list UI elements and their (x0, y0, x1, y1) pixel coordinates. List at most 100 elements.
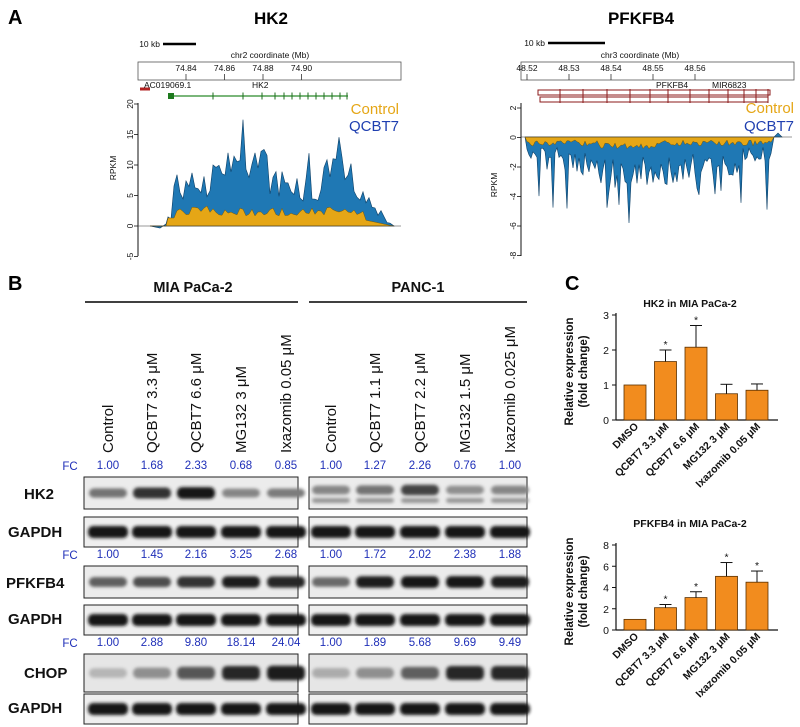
fc-value: 1.27 (364, 460, 386, 472)
fc-value: 1.88 (499, 549, 521, 561)
bar (654, 607, 677, 631)
blot-band (89, 577, 127, 587)
chart-y-tick-label: 1 (603, 380, 609, 392)
blot-band-gapdh (400, 526, 440, 538)
fc-label: FC (62, 638, 77, 650)
blot-band-gapdh (400, 703, 440, 715)
blot-band (222, 665, 260, 681)
blot-band (356, 576, 394, 588)
blot-band (446, 576, 484, 588)
blot-band (89, 668, 127, 678)
fc-value: 1.00 (97, 549, 119, 561)
fc-value: 0.85 (275, 460, 297, 472)
loading-label: GAPDH (8, 611, 62, 628)
blot-band-gapdh (132, 526, 172, 538)
fc-value: 24.04 (272, 637, 301, 649)
blot-band (446, 498, 484, 503)
bar (715, 393, 738, 421)
fc-value: 1.45 (141, 549, 163, 561)
fc-value: 9.49 (499, 637, 521, 649)
blot-band-gapdh (221, 703, 261, 715)
panel-letter-a: A (8, 7, 22, 29)
gene-label-ac019069: AC019069.1 (144, 80, 192, 90)
bar (684, 597, 708, 631)
lane-label: QCBT7 6.6 μM (188, 353, 205, 453)
fc-value: 1.00 (97, 637, 119, 649)
blot-band-gapdh (221, 614, 261, 626)
y-tick-label: 2 (508, 105, 518, 110)
coord-tick-label: 48.56 (684, 63, 706, 73)
chart-title: PFKFB4 in MIA PaCa-2 (633, 518, 747, 530)
blot-band (491, 665, 529, 681)
blot-band-gapdh (88, 526, 128, 538)
fc-value: 2.88 (141, 637, 163, 649)
y-tick-label: -2 (508, 163, 518, 171)
fc-value: 9.69 (454, 637, 476, 649)
significance-star: * (755, 560, 759, 572)
bar-charts: HK2 in MIA PaCa-2 0 1 2 3 Relative expression… (564, 298, 778, 700)
y-ticks-pfkfb4: 2 0 -2 -4 -6 -8 (508, 105, 521, 259)
blot-band-gapdh (355, 703, 395, 715)
blot-band (312, 577, 350, 587)
fc-value: 2.26 (409, 460, 431, 472)
coord-label-pfkfb4: chr3 coordinate (Mb) (601, 50, 680, 60)
chart-y-label: Relative expression (564, 537, 576, 645)
blot-band-gapdh (88, 614, 128, 626)
fc-value: 1.68 (141, 460, 163, 472)
lane-labels: Control QCBT7 3.3 μM QCBT7 6.6 μM MG132 3 μ… (100, 326, 519, 453)
coord-tick-label: 74.86 (214, 63, 236, 73)
legend-qcbt7-hk2: QCBT7 (349, 118, 399, 135)
fc-label: FC (62, 550, 77, 562)
area-qcbt7-pfkfb4 (524, 132, 783, 224)
fc-value: 1.00 (97, 460, 119, 472)
chart-y-tick-label: 8 (603, 540, 609, 552)
blot-band-gapdh (445, 614, 485, 626)
y-tick-label: 5 (125, 193, 135, 198)
significance-star: * (724, 552, 728, 564)
coord-label-hk2: chr2 coordinate (Mb) (231, 50, 310, 60)
track-pfkfb4: PFKFB4 10 kb chr3 coordinate (Mb) 48.52 4… (489, 9, 795, 259)
blot-band (312, 498, 350, 503)
y-tick-label: -5 (125, 252, 135, 260)
area-control-pfkfb4 (524, 136, 775, 150)
chart-y-tick-label: 3 (603, 310, 609, 322)
lane-label: MG132 1.5 μM (457, 353, 474, 453)
blot-band (267, 665, 305, 681)
scalebar-label-hk2: 10 kb (139, 39, 160, 49)
track-title-hk2: HK2 (254, 9, 288, 28)
blot-band (401, 576, 439, 588)
gene-model-hk2 (168, 92, 348, 100)
blot-band (356, 498, 394, 503)
lane-label: QCBT7 3.3 μM (144, 353, 161, 453)
blot-band-gapdh (132, 703, 172, 715)
fc-value: 0.76 (454, 460, 476, 472)
lane-label: QCBT7 2.2 μM (412, 353, 429, 453)
blot-band (267, 576, 305, 588)
lane-label: Control (323, 405, 340, 453)
coord-tick-label: 48.52 (516, 63, 538, 73)
track-title-pfkfb4: PFKFB4 (608, 9, 675, 28)
blot-band (356, 667, 394, 679)
scalebar-label-pfkfb4: 10 kb (524, 38, 545, 48)
blot-band (222, 576, 260, 588)
blot-band-gapdh (88, 703, 128, 715)
blot-band-gapdh (445, 703, 485, 715)
lane-label: QCBT7 1.1 μM (367, 353, 384, 453)
blot-band (491, 485, 529, 495)
legend-qcbt7-pfkfb4: QCBT7 (744, 118, 794, 135)
blot-band-gapdh (311, 703, 351, 715)
blot-band (312, 668, 350, 678)
chart-y-label: Relative expression (564, 317, 576, 425)
significance-star: * (694, 315, 698, 327)
coord-tick-label: 74.84 (175, 63, 197, 73)
blot-band (312, 485, 350, 495)
lane-label: MG132 3 μM (233, 366, 250, 453)
blot-band (133, 487, 171, 499)
chart-y-tick-label: 4 (603, 583, 609, 595)
blot-band-gapdh (266, 526, 306, 538)
fc-value: 9.80 (185, 637, 207, 649)
bar (745, 389, 769, 421)
blot-band-gapdh (355, 614, 395, 626)
blot-band (222, 488, 260, 498)
coord-ticks-pfkfb4: 48.52 48.53 48.54 48.55 48.56 (516, 63, 706, 80)
